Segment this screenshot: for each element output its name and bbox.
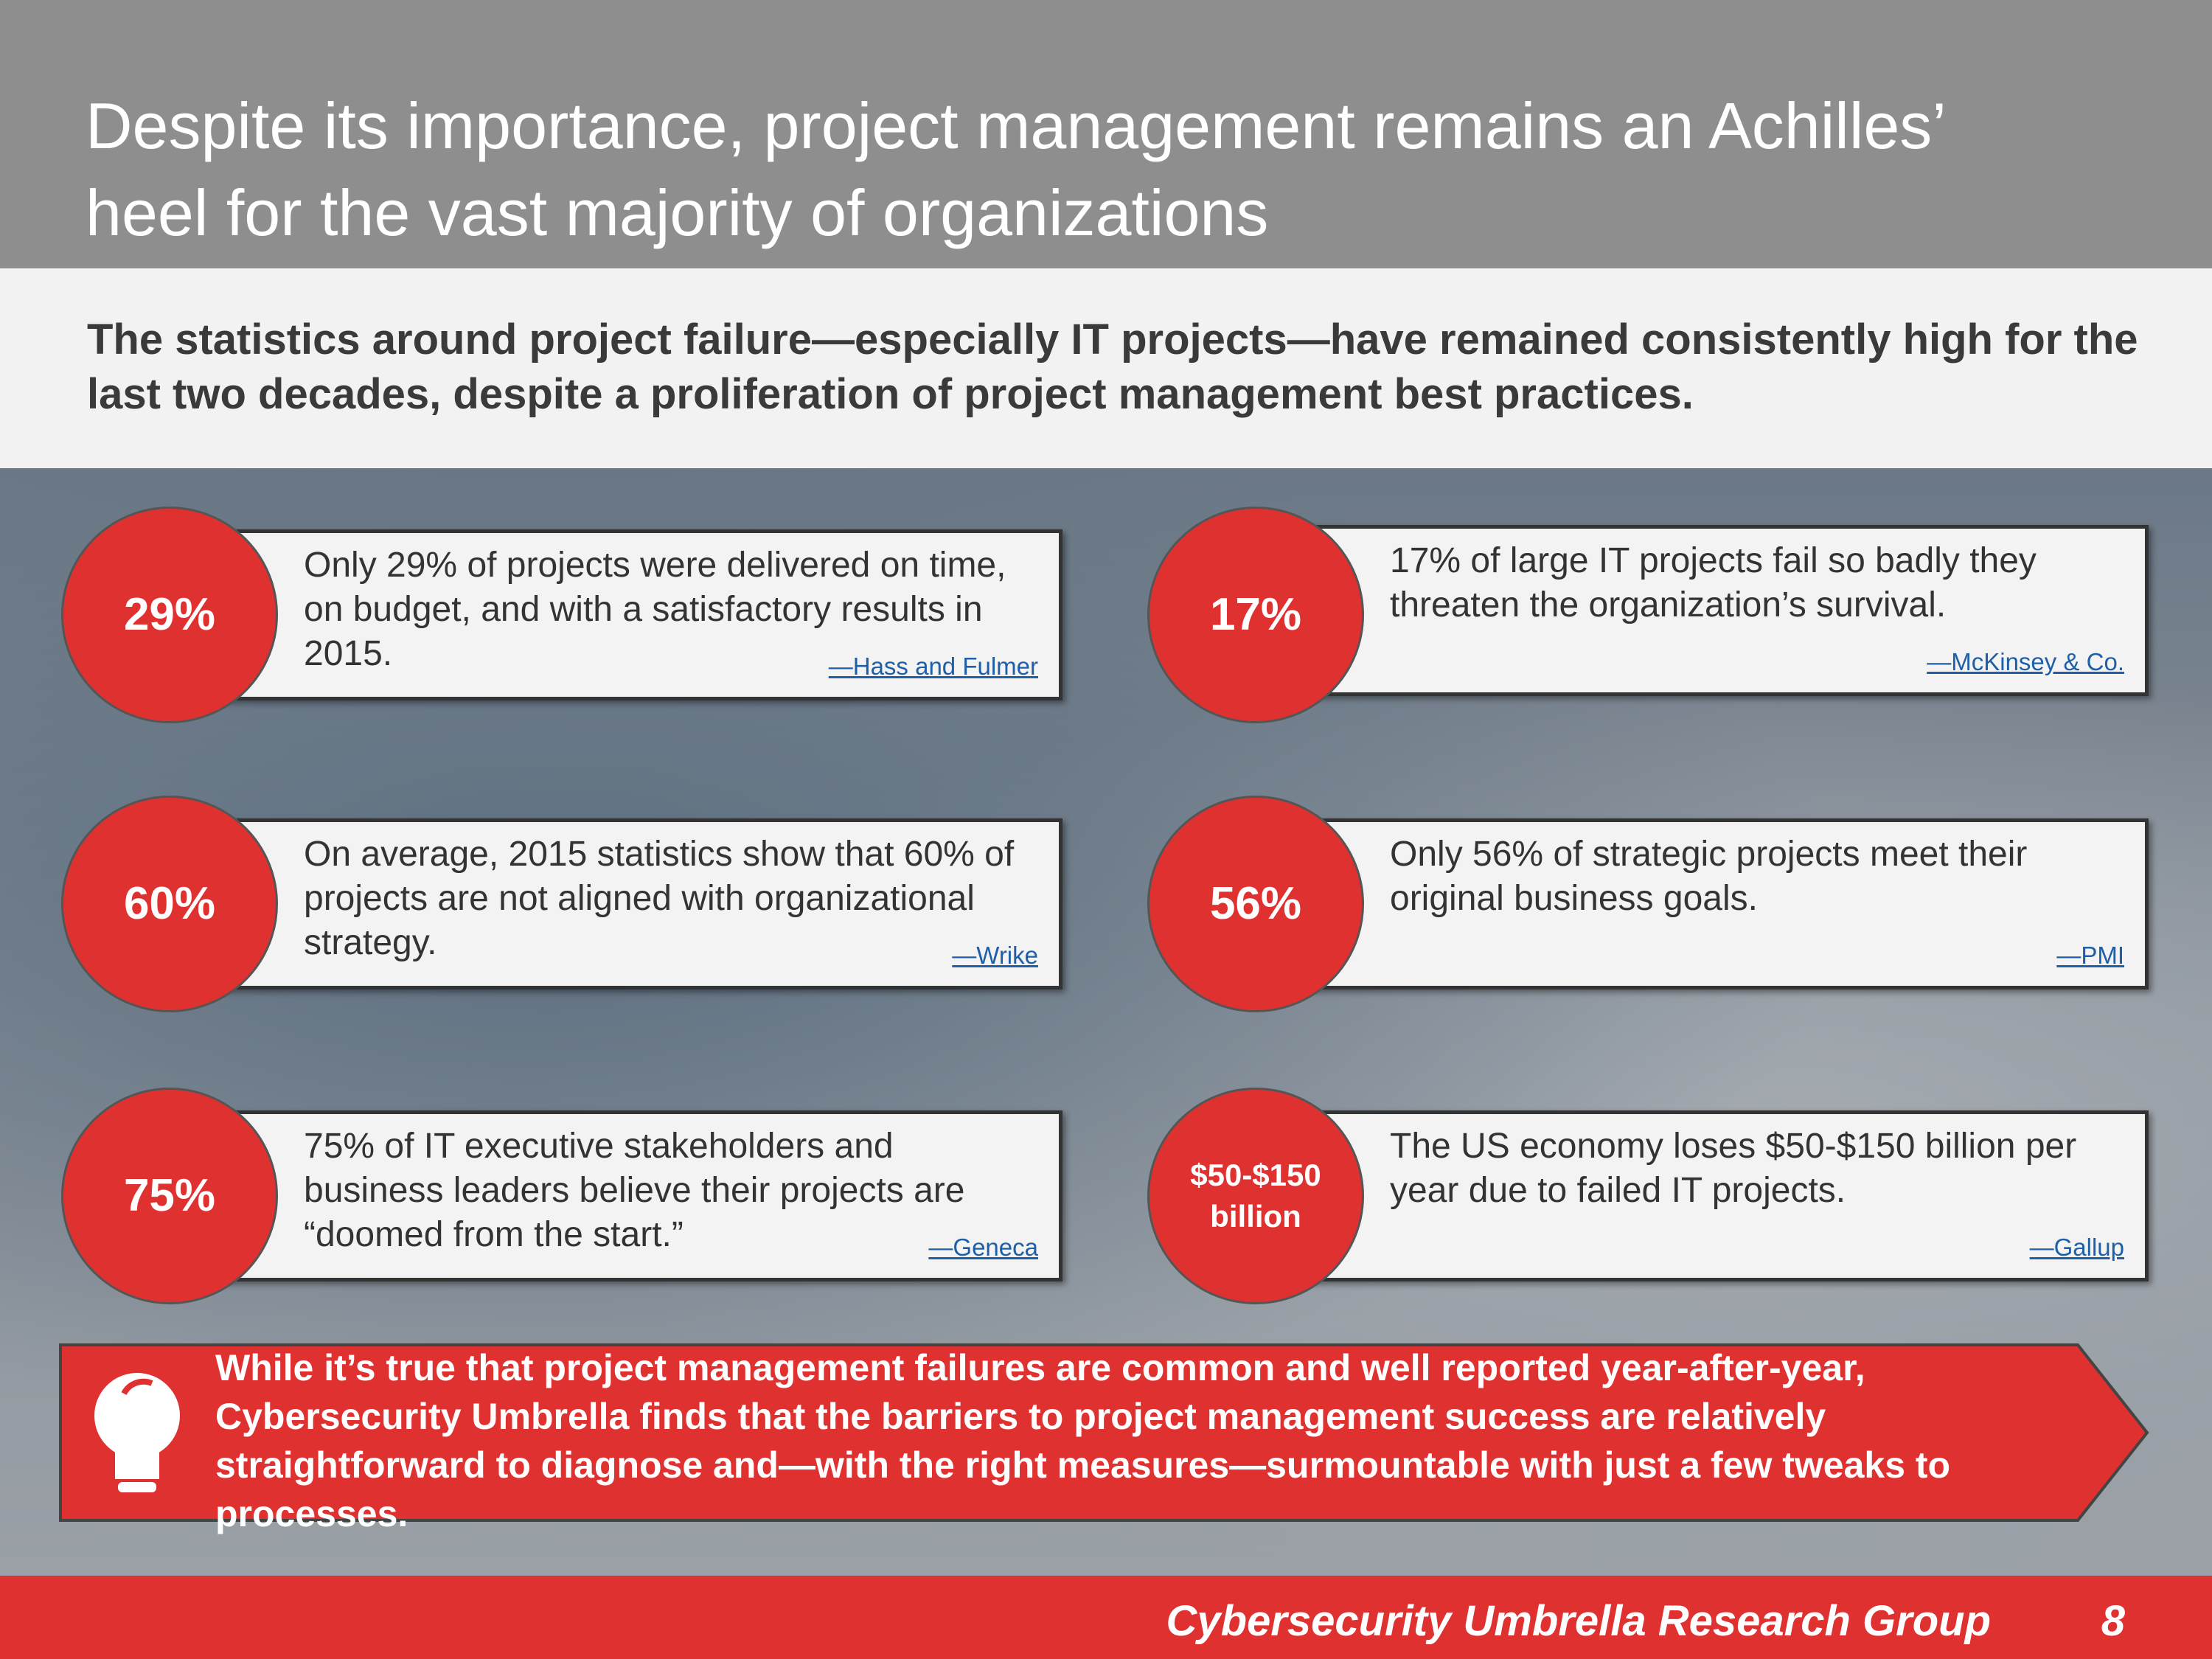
card-text: 17% of large IT projects fail so badly t… (1390, 541, 2037, 625)
callout-text: While it’s true that project management … (215, 1347, 1951, 1534)
card-text: The US economy loses $50-$150 billion pe… (1390, 1127, 2077, 1210)
page-number: 8 (2101, 1597, 2125, 1645)
stat-circle: 29% (61, 507, 278, 723)
card-text: 75% of IT executive stakeholders and bus… (304, 1127, 965, 1254)
card-text: Only 56% of strategic projects meet thei… (1390, 835, 2028, 918)
footer-org: Cybersecurity Umbrella Research Group (1166, 1597, 1991, 1645)
stat-card: 17% of large IT projects fail so badly t… (1305, 525, 2149, 696)
title: Despite its importance, project manageme… (86, 89, 1944, 249)
card-source[interactable]: —Gallup (2029, 1234, 2124, 1261)
stat-card: On average, 2015 statistics show that 60… (219, 818, 1062, 990)
stat-card: 75% of IT executive stakeholders and bus… (219, 1110, 1062, 1281)
card-source[interactable]: —PMI (2056, 942, 2124, 969)
card-text: Only 29% of projects were delivered on t… (304, 546, 1006, 673)
subtitle: The statistics around project failure—es… (87, 316, 2138, 418)
stat-circle: $50-$150 billion (1147, 1088, 1364, 1304)
stat-circle: 60% (61, 796, 278, 1012)
card-source[interactable]: —McKinsey & Co. (1927, 648, 2124, 675)
card-source[interactable]: —Wrike (952, 942, 1038, 969)
header: Despite its importance, project manageme… (0, 0, 2212, 268)
stat-card: The US economy loses $50-$150 billion pe… (1305, 1110, 2149, 1281)
footer: Cybersecurity Umbrella Research Group 8 (0, 1576, 2212, 1659)
stat-card: Only 29% of projects were delivered on t… (219, 529, 1062, 700)
stat-circle: 56% (1147, 796, 1364, 1012)
stat-circle: 75% (61, 1088, 278, 1304)
lightbulb-icon (94, 1373, 180, 1492)
callout-shape (59, 1343, 2149, 1522)
subtitle-band: The statistics around project failure—es… (0, 268, 2212, 468)
stat-card: Only 56% of strategic projects meet thei… (1305, 818, 2149, 990)
card-source[interactable]: —Hass and Fulmer (828, 653, 1038, 680)
card-text: On average, 2015 statistics show that 60… (304, 835, 1015, 962)
stat-circle: 17% (1147, 507, 1364, 723)
callout-arrow (59, 1343, 2149, 1522)
card-source[interactable]: —Geneca (928, 1234, 1038, 1261)
